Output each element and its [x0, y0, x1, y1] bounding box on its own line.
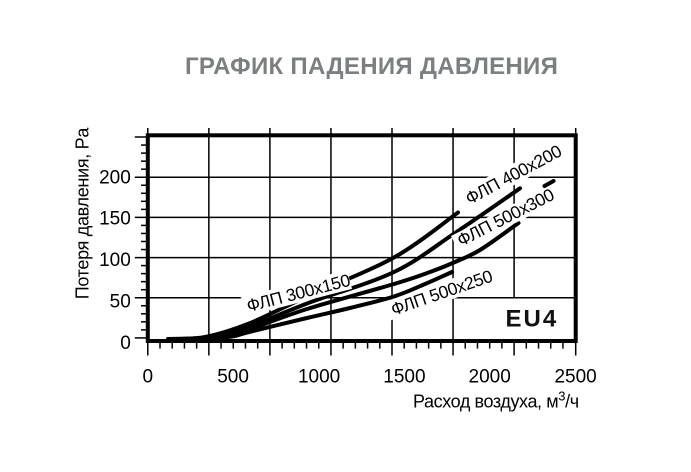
svg-text:50: 50	[110, 292, 131, 313]
svg-text:1500: 1500	[383, 367, 425, 388]
svg-text:150: 150	[99, 209, 131, 230]
svg-text:Потеря давления, Pa: Потеря давления, Pa	[72, 127, 92, 300]
svg-text:100: 100	[99, 250, 131, 271]
svg-text:500: 500	[217, 367, 249, 388]
svg-text:ГРАФИК ПАДЕНИЯ ДАВЛЕНИЯ: ГРАФИК ПАДЕНИЯ ДАВЛЕНИЯ	[185, 53, 558, 80]
svg-text:1000: 1000	[298, 367, 340, 388]
svg-text:2500: 2500	[554, 367, 596, 388]
svg-text:0: 0	[120, 333, 131, 354]
svg-text:EU4: EU4	[506, 306, 559, 333]
svg-text:ФЛП 300х150: ФЛП 300х150	[244, 270, 352, 316]
svg-text:0: 0	[143, 367, 154, 388]
svg-text:2000: 2000	[469, 367, 511, 388]
svg-text:200: 200	[99, 167, 131, 188]
svg-text:Расход воздуха, м3/ч: Расход воздуха, м3/ч	[413, 388, 579, 411]
